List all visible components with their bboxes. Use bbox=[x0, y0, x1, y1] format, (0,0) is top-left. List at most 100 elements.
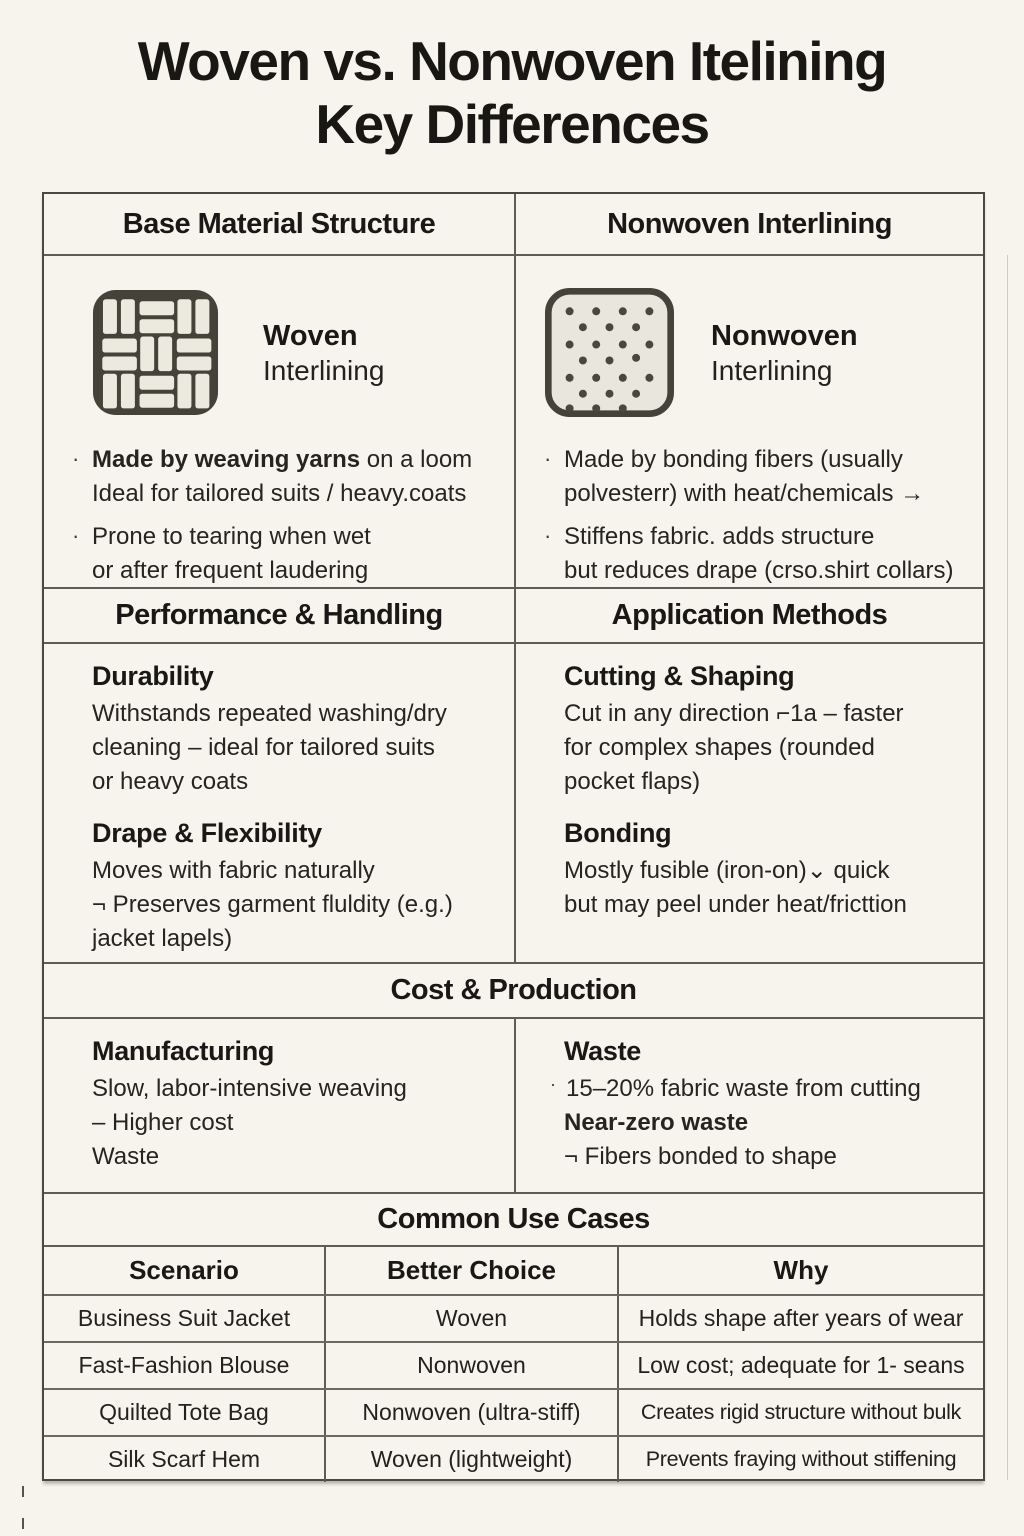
manufacturing-line: – Higher cost bbox=[92, 1109, 234, 1137]
cell-why: Prevents fraying without stiffening bbox=[617, 1437, 983, 1482]
cell-why: Holds shape after years of wear bbox=[617, 1296, 983, 1341]
page-edge-artifact-line bbox=[1007, 255, 1008, 1480]
nonwoven-bullet-2-line2: but reduces drape (crso.shirt collars) bbox=[564, 557, 954, 585]
woven-card-label: Woven Interlining bbox=[263, 318, 384, 387]
durability-title: Durability bbox=[92, 661, 214, 691]
manufacturing-title: Manufacturing bbox=[92, 1036, 275, 1066]
header-performance-handling: Performance & Handling bbox=[115, 599, 443, 631]
scan-tick-mark bbox=[22, 1486, 24, 1497]
woven-bullet-2: · Prone to tearing when wet or after freq… bbox=[72, 520, 514, 588]
use-case-row-tote-bag: Quilted Tote Bag Nonwoven (ultra-stiff) … bbox=[44, 1388, 983, 1435]
durability-text: Withstands repeated washing/dry cleaning… bbox=[92, 697, 504, 799]
nonwoven-bullet-1-text: Made by bonding fibers (usually polvester… bbox=[564, 443, 924, 511]
cutting-block: Cutting & Shaping Cut in any direction ⌐… bbox=[564, 661, 973, 799]
cell-better-choice: Woven bbox=[324, 1296, 617, 1341]
manufacturing-block: Manufacturing Slow, labor-intensive weav… bbox=[44, 1019, 514, 1192]
durability-block: Durability Withstands repeated washing/d… bbox=[92, 661, 504, 799]
cell-better-choice: Nonwoven bbox=[324, 1343, 617, 1388]
bonding-block: Bonding Mostly fusible (iron-on)⌄ quick … bbox=[564, 818, 973, 922]
cutting-title: Cutting & Shaping bbox=[564, 661, 795, 691]
waste-line-3: ¬ Fibers bonded to shape bbox=[564, 1143, 837, 1171]
use-cases-column-headers: Scenario Better Choice Why bbox=[44, 1245, 983, 1294]
use-case-row-silk-scarf: Silk Scarf Hem Woven (lightweight) Preve… bbox=[44, 1435, 983, 1482]
nonwoven-card-subtitle: Interlining bbox=[711, 355, 833, 387]
waste-block: Waste · 15–20% fabric waste from cutting … bbox=[514, 1019, 983, 1192]
nonwoven-card-title: Nonwoven bbox=[711, 319, 858, 352]
nonwoven-bullet-1-line2: polvesterr) with heat/chemicals → bbox=[564, 480, 925, 508]
waste-text: · 15–20% fabric waste from cutting Near-z… bbox=[550, 1072, 973, 1174]
page-title-line2: Key Differences bbox=[315, 92, 710, 155]
cutting-line: pocket flaps) bbox=[564, 768, 701, 796]
header-common-use-cases: Common Use Cases bbox=[44, 1192, 983, 1245]
drape-text: Moves with fabric naturally ¬ Preserves … bbox=[92, 854, 504, 956]
woven-bullet-1: · Made by weaving yarns on a loom Ideal f… bbox=[72, 443, 514, 511]
bullet-dot-icon: · bbox=[72, 523, 80, 549]
waste-line-1: · 15–20% fabric waste from cutting bbox=[550, 1072, 973, 1106]
nonwoven-bullet-2-text: Stiffens fabric. adds structure but reduc… bbox=[564, 520, 953, 588]
nonwoven-dots-icon bbox=[544, 287, 675, 418]
scan-tick-mark bbox=[22, 1518, 24, 1529]
nonwoven-bullet-2-line1: Stiffens fabric. adds structure bbox=[564, 523, 875, 551]
cell-why: Low cost; adequate for 1- seans bbox=[617, 1343, 983, 1388]
cell-better-choice: Woven (lightweight) bbox=[324, 1437, 617, 1482]
woven-bullet-list: · Made by weaving yarns on a loom Ideal f… bbox=[44, 443, 514, 588]
bullet-dot-icon: · bbox=[550, 1074, 556, 1094]
nonwoven-card-label: Nonwoven Interlining bbox=[711, 318, 858, 387]
woven-card-title: Woven bbox=[263, 319, 358, 352]
nonwoven-card: Nonwoven Interlining bbox=[516, 256, 983, 419]
manufacturing-line: Slow, labor-intensive weaving bbox=[92, 1075, 407, 1102]
woven-bullet-1-bold: Made by weaving yarns bbox=[92, 446, 361, 473]
section-performance-content: Durability Withstands repeated washing/d… bbox=[44, 642, 983, 962]
section-cost-content: Manufacturing Slow, labor-intensive weav… bbox=[44, 1017, 983, 1192]
bonding-line: Mostly fusible (iron-on)⌄ quick bbox=[564, 857, 890, 885]
bonding-line: but may peel under heat/fricttion bbox=[564, 891, 907, 919]
section-headers-performance: Performance & Handling Application Metho… bbox=[44, 587, 983, 642]
page-title: Woven vs. Nonwoven Itelining Key Differe… bbox=[0, 0, 1024, 155]
bonding-text: Mostly fusible (iron-on)⌄ quick but may … bbox=[564, 854, 973, 922]
cell-scenario: Business Suit Jacket bbox=[77, 1305, 291, 1331]
section-base-content: Woven Interlining · Made by weaving yarn… bbox=[44, 254, 983, 598]
woven-bullet-1-line2: Ideal for tailored suits / heavy.coats bbox=[92, 480, 467, 508]
durability-line: or heavy coats bbox=[92, 768, 249, 796]
drape-line: jacket lapels) bbox=[92, 925, 233, 953]
use-case-row-business-suit: Business Suit Jacket Woven Holds shape a… bbox=[44, 1294, 983, 1341]
waste-line-1-text: 15–20% fabric waste from cutting bbox=[566, 1075, 921, 1102]
performance-right-blocks: Cutting & Shaping Cut in any direction ⌐… bbox=[514, 644, 983, 962]
nonwoven-bullet-1: · Made by bonding fibers (usually polvest… bbox=[544, 443, 983, 511]
nonwoven-bullet-2: · Stiffens fabric. adds structure but red… bbox=[544, 520, 983, 588]
drape-line: Moves with fabric naturally bbox=[92, 857, 375, 885]
use-case-row-fast-fashion: Fast-Fashion Blouse Nonwoven Low cost; a… bbox=[44, 1341, 983, 1388]
header-application-methods: Application Methods bbox=[514, 589, 983, 642]
cell-better-choice: Nonwoven (ultra-stiff) bbox=[324, 1390, 617, 1435]
drape-line: ¬ Preserves garment fluldity (e.g.) bbox=[92, 891, 453, 919]
drape-title: Drape & Flexibility bbox=[92, 818, 322, 849]
nonwoven-bullet-1-line1: Made by bonding fibers (usually bbox=[564, 446, 903, 473]
cutting-line: for complex shapes (rounded bbox=[564, 734, 875, 762]
woven-cell: Woven Interlining · Made by weaving yarn… bbox=[44, 256, 514, 597]
waste-title: Waste bbox=[564, 1036, 642, 1066]
woven-bullet-1-text: Made by weaving yarns on a loom Ideal for… bbox=[92, 443, 472, 511]
cell-scenario: Silk Scarf Hem bbox=[107, 1446, 261, 1472]
waste-line-2: Near-zero waste bbox=[564, 1109, 749, 1137]
drape-block: Drape & Flexibility Moves with fabric na… bbox=[92, 818, 504, 956]
durability-line: cleaning – ideal for tailored suits bbox=[92, 734, 435, 762]
header-nonwoven-interlining: Nonwoven Interlining bbox=[514, 194, 983, 254]
cell-why: Creates rigid structure without bulk bbox=[617, 1390, 983, 1435]
cell-scenario: Fast-Fashion Blouse bbox=[78, 1352, 290, 1378]
cutting-text: Cut in any direction ⌐1a – faster for co… bbox=[564, 697, 973, 799]
woven-bullet-2-text: Prone to tearing when wet or after freque… bbox=[92, 520, 371, 588]
durability-line: Withstands repeated washing/dry bbox=[92, 700, 447, 727]
nonwoven-bullet-list: · Made by bonding fibers (usually polvest… bbox=[516, 443, 983, 588]
header-cost-production: Cost & Production bbox=[44, 962, 983, 1017]
woven-bullet-2-line1: Prone to tearing when wet bbox=[92, 523, 371, 551]
section-headers-base: Base Material Structure Nonwoven Interli… bbox=[44, 194, 983, 254]
bullet-dot-icon: · bbox=[544, 523, 552, 549]
column-header-scenario: Scenario bbox=[129, 1255, 239, 1285]
manufacturing-line: Waste bbox=[92, 1143, 160, 1171]
comparison-table: Base Material Structure Nonwoven Interli… bbox=[42, 192, 985, 1482]
column-header-better-choice: Better Choice bbox=[324, 1247, 617, 1294]
woven-card-subtitle: Interlining bbox=[263, 355, 385, 387]
nonwoven-cell: Nonwoven Interlining · Made by bonding f… bbox=[514, 256, 983, 598]
woven-texture-icon bbox=[92, 289, 219, 416]
